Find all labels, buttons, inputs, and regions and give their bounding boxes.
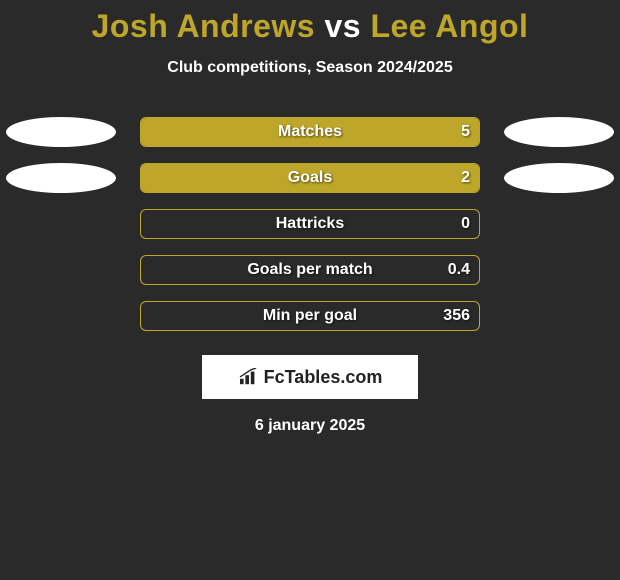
- page-title: Josh Andrews vs Lee Angol: [0, 0, 620, 45]
- brand-badge[interactable]: FcTables.com: [202, 355, 418, 399]
- vs-label: vs: [324, 8, 361, 44]
- stat-row: Goals2: [0, 163, 620, 193]
- stats-container: Matches5 Goals2 Hattricks0 Goals per match0…: [0, 117, 620, 331]
- stat-bar-track: [140, 209, 480, 239]
- player2-oval: [504, 117, 614, 147]
- stat-bar-track: [140, 301, 480, 331]
- brand-text: FcTables.com: [264, 367, 383, 388]
- date-label: 6 january 2025: [0, 417, 620, 435]
- stat-row: Goals per match0.4: [0, 255, 620, 285]
- stat-bar-fill: [141, 118, 479, 146]
- stat-row: Min per goal356: [0, 301, 620, 331]
- bar-chart-icon: [238, 368, 260, 386]
- player1-oval: [6, 163, 116, 193]
- stat-bar-track: [140, 117, 480, 147]
- subtitle: Club competitions, Season 2024/2025: [0, 59, 620, 77]
- stat-row: Matches5: [0, 117, 620, 147]
- player1-oval: [6, 117, 116, 147]
- player2-oval: [504, 163, 614, 193]
- stat-row: Hattricks0: [0, 209, 620, 239]
- player1-name: Josh Andrews: [92, 8, 316, 44]
- stat-bar-track: [140, 163, 480, 193]
- player2-name: Lee Angol: [370, 8, 528, 44]
- stat-bar-fill: [141, 164, 479, 192]
- stat-bar-track: [140, 255, 480, 285]
